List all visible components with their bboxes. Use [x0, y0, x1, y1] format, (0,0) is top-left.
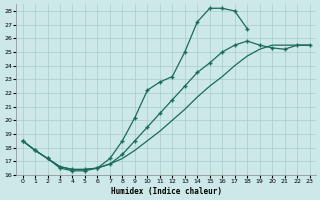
X-axis label: Humidex (Indice chaleur): Humidex (Indice chaleur) — [111, 187, 221, 196]
